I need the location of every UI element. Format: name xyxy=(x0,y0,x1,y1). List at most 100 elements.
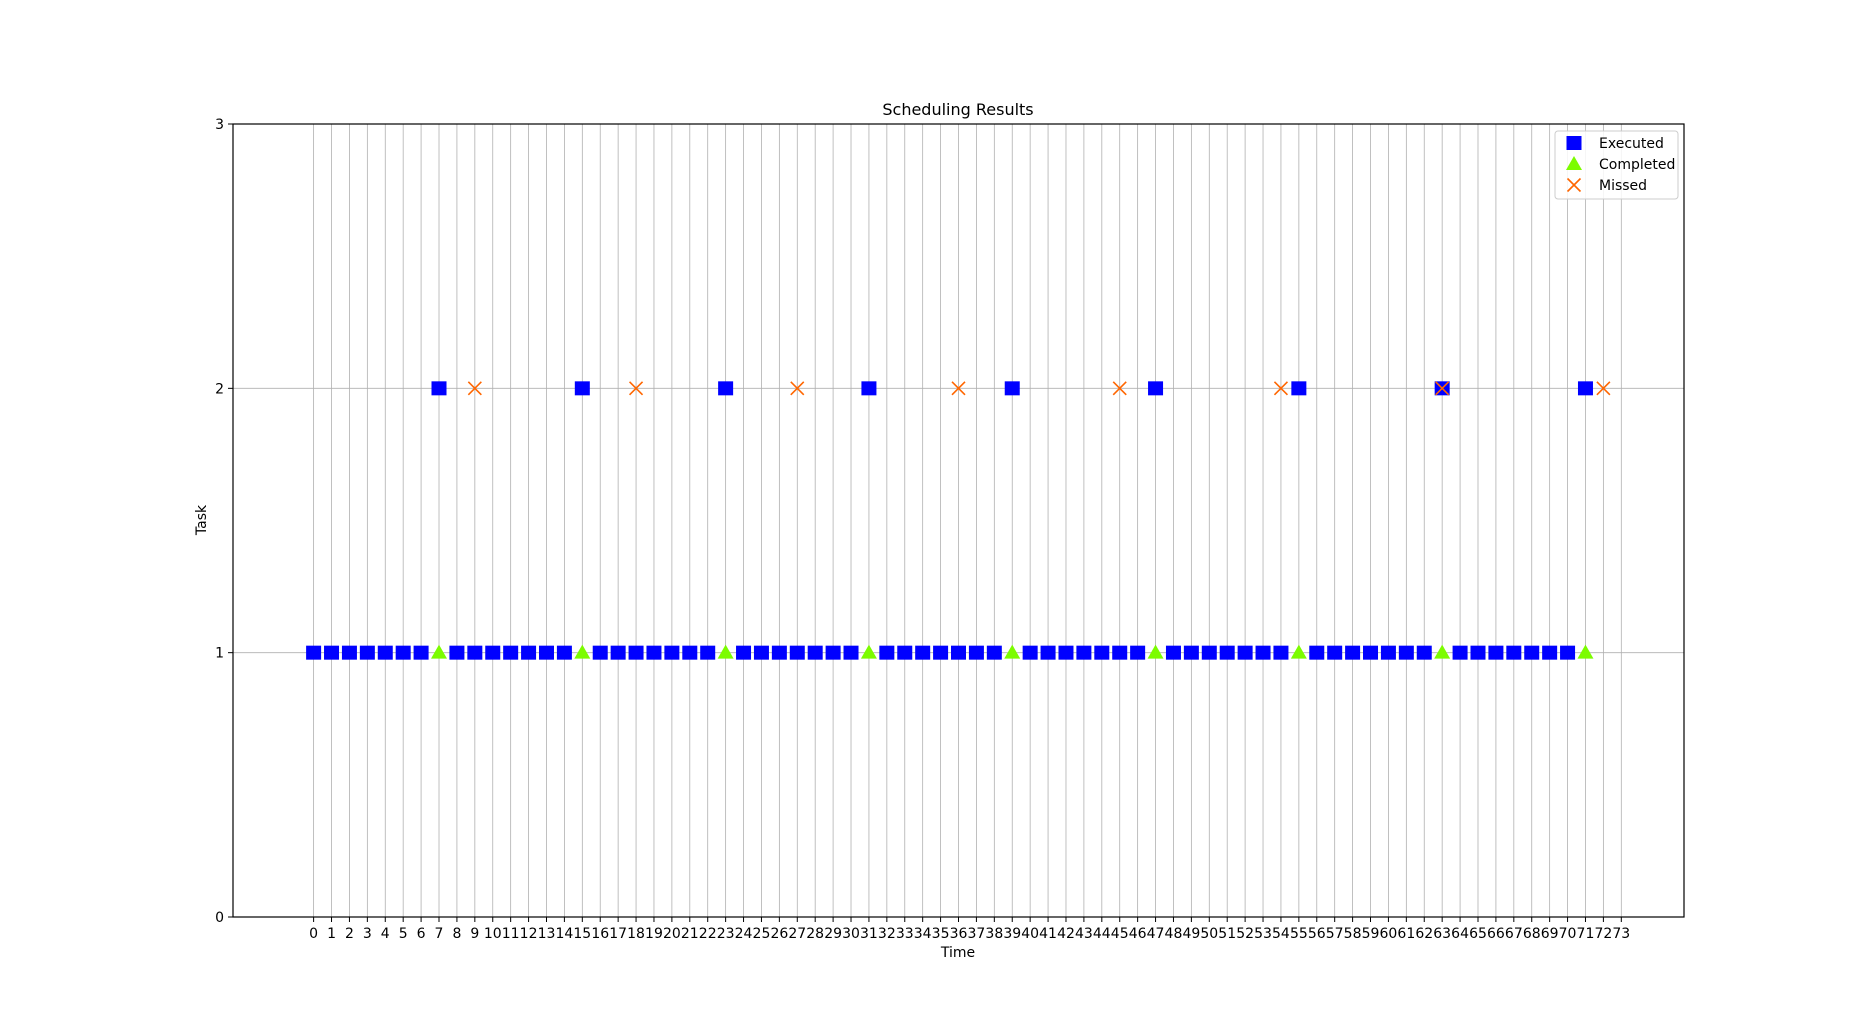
executed-marker xyxy=(664,645,680,660)
x-tick-label: 27 xyxy=(788,926,806,942)
legend-label: Missed xyxy=(1599,178,1647,194)
completed-marker xyxy=(1290,644,1307,659)
missed-marker xyxy=(628,381,644,396)
x-tick-label: 4 xyxy=(381,926,390,942)
executed-marker xyxy=(1560,645,1576,660)
x-tick-label: 9 xyxy=(470,926,479,942)
x-tick-label: 52 xyxy=(1236,926,1254,942)
executed-marker xyxy=(1183,645,1199,660)
x-tick-label: 64 xyxy=(1451,926,1469,942)
executed-marker xyxy=(485,645,501,660)
x-axis-label: Time xyxy=(940,945,975,961)
legend-item-missed: Missed xyxy=(1566,177,1647,194)
x-tick-label: 1 xyxy=(327,926,336,942)
x-tick-label: 59 xyxy=(1362,926,1380,942)
executed-marker xyxy=(1076,645,1092,660)
executed-marker xyxy=(861,381,877,396)
x-tick-label: 15 xyxy=(573,926,591,942)
executed-marker xyxy=(449,645,465,660)
legend-label: Completed xyxy=(1599,157,1675,173)
missed-marker xyxy=(951,381,966,396)
executed-marker xyxy=(1524,645,1540,660)
executed-marker xyxy=(1577,381,1593,396)
y-tick-label: 1 xyxy=(215,646,224,662)
executed-marker xyxy=(771,645,787,660)
executed-marker xyxy=(1022,645,1038,660)
x-tick-label: 35 xyxy=(932,926,950,942)
executed-marker xyxy=(1345,645,1361,660)
x-tick-label: 29 xyxy=(824,926,842,942)
x-tick-label: 58 xyxy=(1344,926,1362,942)
executed-marker xyxy=(413,645,429,660)
x-tick-label: 11 xyxy=(502,926,520,942)
x-tick-label: 44 xyxy=(1093,926,1111,942)
x-tick-label: 73 xyxy=(1612,926,1630,942)
executed-marker xyxy=(1058,645,1074,660)
executed-marker xyxy=(1327,645,1343,660)
x-tick-label: 48 xyxy=(1165,926,1183,942)
executed-marker xyxy=(538,645,554,660)
x-tick-label: 51 xyxy=(1218,926,1236,942)
completed-marker xyxy=(1004,644,1021,659)
legend-missed-marker xyxy=(1566,177,1582,193)
executed-marker xyxy=(324,645,340,660)
axis-ticks: 0 1 2 3 4 5 6 7 8 9 10 11 12 13 14 15 16 17 18 19 20 21 22 23 24… xyxy=(215,117,1630,942)
executed-marker xyxy=(1130,645,1146,660)
completed-marker xyxy=(1577,644,1594,659)
executed-marker xyxy=(789,645,805,660)
legend-completed-marker xyxy=(1566,156,1582,170)
x-tick-label: 26 xyxy=(770,926,788,942)
chart-title: Scheduling Results xyxy=(882,100,1033,119)
series-completed xyxy=(431,644,1594,659)
x-tick-label: 33 xyxy=(896,926,914,942)
x-tick-label: 70 xyxy=(1559,926,1577,942)
executed-marker xyxy=(467,645,483,660)
executed-marker xyxy=(1380,645,1396,660)
executed-marker xyxy=(986,645,1002,660)
executed-marker xyxy=(807,645,823,660)
executed-marker xyxy=(951,645,966,660)
executed-marker xyxy=(1219,645,1235,660)
missed-marker xyxy=(790,381,805,396)
x-tick-label: 65 xyxy=(1469,926,1487,942)
x-tick-label: 0 xyxy=(309,926,318,942)
x-tick-label: 66 xyxy=(1487,926,1505,942)
x-tick-label: 42 xyxy=(1057,926,1075,942)
executed-marker xyxy=(1148,381,1164,396)
legend-item-executed: Executed xyxy=(1566,136,1664,152)
y-tick-label: 3 xyxy=(215,117,224,133)
executed-marker xyxy=(682,645,698,660)
executed-marker xyxy=(843,645,859,660)
x-tick-label: 39 xyxy=(1003,926,1021,942)
x-tick-label: 40 xyxy=(1021,926,1039,942)
legend-executed-marker xyxy=(1566,136,1582,150)
y-tick-label: 0 xyxy=(215,910,224,926)
x-tick-label: 46 xyxy=(1129,926,1147,942)
executed-marker xyxy=(359,645,375,660)
executed-marker xyxy=(1309,645,1325,660)
executed-marker xyxy=(1094,645,1110,660)
missed-marker xyxy=(1273,381,1289,396)
executed-marker xyxy=(968,645,984,660)
legend-item-completed: Completed xyxy=(1566,156,1675,173)
series-missed xyxy=(467,381,1611,396)
executed-marker xyxy=(1363,645,1379,660)
x-tick-label: 55 xyxy=(1290,926,1308,942)
x-tick-label: 8 xyxy=(452,926,461,942)
x-tick-label: 68 xyxy=(1523,926,1541,942)
x-tick-label: 61 xyxy=(1397,926,1415,942)
x-tick-label: 36 xyxy=(950,926,968,942)
completed-marker xyxy=(860,644,877,659)
executed-marker xyxy=(306,645,322,660)
executed-marker xyxy=(574,381,590,396)
executed-marker xyxy=(825,645,841,660)
x-tick-label: 56 xyxy=(1308,926,1326,942)
completed-marker xyxy=(431,644,448,659)
executed-marker xyxy=(431,381,447,396)
x-tick-label: 31 xyxy=(860,926,878,942)
data-marks xyxy=(306,381,1611,660)
executed-marker xyxy=(700,645,716,660)
executed-marker xyxy=(1470,645,1486,660)
x-tick-label: 43 xyxy=(1075,926,1093,942)
